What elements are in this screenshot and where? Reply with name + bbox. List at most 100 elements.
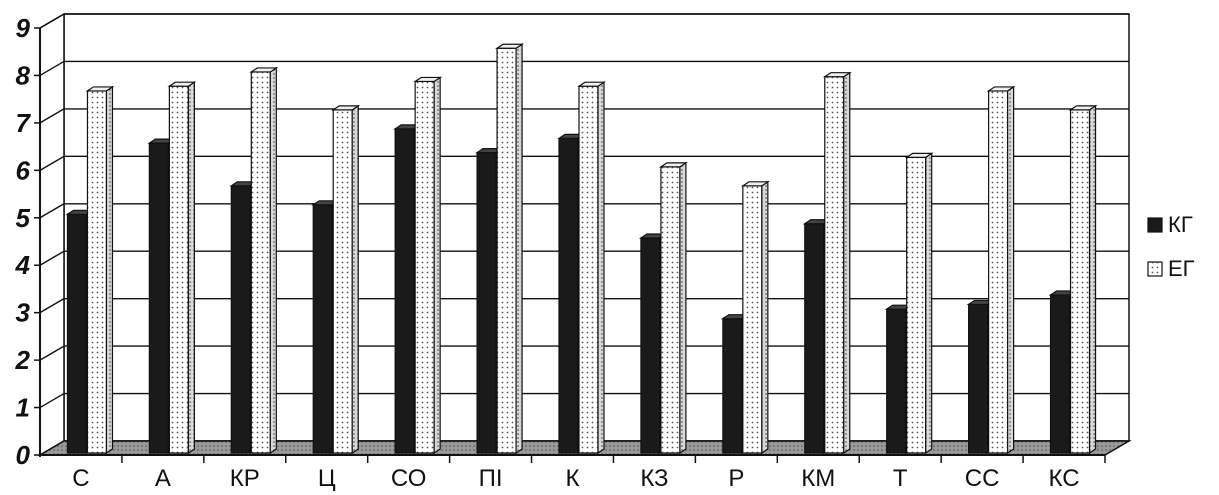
bar-side (187, 81, 195, 455)
bar-front (250, 71, 271, 454)
x-tick-label: С (72, 465, 89, 492)
bar-side (351, 104, 359, 455)
bar-front (988, 90, 1009, 454)
bar-side (1007, 85, 1015, 455)
bar-front (476, 152, 497, 454)
bar-top (986, 86, 1016, 92)
y-tick-label: 0 (16, 440, 31, 470)
bar-eg (413, 76, 443, 455)
bar-front (1069, 109, 1091, 454)
x-tick-label: Ц (318, 465, 336, 492)
legend-swatch-eg (1147, 261, 1163, 277)
bar-top (658, 162, 688, 168)
bar-top (740, 181, 770, 187)
gridline-side (39, 250, 65, 266)
y-tick-label: 4 (15, 250, 31, 280)
bar-front (312, 204, 333, 454)
bar-top (577, 81, 606, 87)
legend-label-kg: КГ (1168, 212, 1193, 237)
bar-side (679, 161, 687, 455)
y-axis: 0 1 2 3 4 5 6 7 8 9 (15, 13, 41, 470)
bar-eg (822, 71, 852, 455)
side-wall (39, 12, 65, 457)
bar-top (85, 86, 115, 92)
bar-top (249, 67, 279, 73)
x-tick-label: КС (1049, 465, 1080, 492)
bar-side (761, 180, 769, 455)
bar-eg (249, 66, 279, 455)
bar-top (495, 43, 525, 49)
x-tick-label: СО (391, 465, 426, 492)
bar-front (558, 137, 579, 454)
gridline-side (39, 345, 65, 361)
bar-front (722, 318, 743, 454)
bar-side (925, 152, 933, 455)
bar-front (332, 109, 353, 454)
bar-side (843, 71, 851, 455)
bar-eg (85, 85, 115, 455)
gridline-side (39, 392, 65, 409)
legend-label-eg: ЕГ (1168, 256, 1195, 281)
bar-eg (986, 85, 1016, 455)
bar-side (515, 43, 523, 455)
bars (65, 43, 1098, 455)
bar-front (168, 85, 189, 454)
x-tick-label: А (155, 465, 171, 492)
y-tick-label: 5 (16, 203, 31, 233)
y-tick-label: 8 (16, 60, 31, 90)
bar-front (660, 166, 681, 454)
x-tick-label: СС (965, 465, 1000, 492)
bar-front (578, 85, 599, 454)
bar-front (86, 90, 108, 454)
y-tick-label: 6 (16, 155, 31, 185)
gridline-side (39, 60, 65, 77)
bar-front (496, 47, 517, 454)
bar-front (1049, 294, 1071, 454)
bar-top (822, 72, 852, 78)
bar-top (413, 76, 443, 83)
bar-front (640, 237, 661, 454)
bar-eg (167, 81, 197, 455)
y-tick-label: 1 (16, 393, 30, 423)
bar-side (269, 66, 277, 455)
bar-front (968, 303, 989, 454)
bar-eg (495, 43, 525, 455)
gridline-side (39, 13, 65, 29)
legend: КГ ЕГ (1142, 204, 1219, 296)
bar-front (148, 142, 169, 454)
bar-top (904, 152, 934, 158)
x-tick-label: КЗ (640, 465, 668, 492)
bar-eg (331, 104, 361, 455)
legend-swatch-kg (1147, 217, 1163, 233)
bar-front (804, 223, 825, 454)
bar-side (597, 81, 605, 455)
bar-eg (658, 161, 688, 455)
bar-side (433, 76, 441, 455)
x-tick-label: КМ (801, 465, 835, 492)
bar-side (105, 85, 114, 455)
bar-top (167, 81, 197, 87)
bar-front (66, 213, 88, 454)
bar-eg (577, 81, 606, 455)
x-tick-label: ПІ (479, 465, 503, 492)
x-axis: С А КР Ц СО ПІ К КЗ Р КМ Т СС КС (40, 454, 1106, 492)
bar-eg (1068, 104, 1098, 455)
bar-side (1088, 104, 1097, 455)
bar-front (742, 185, 763, 454)
y-tick-label: 7 (16, 108, 32, 138)
bar-eg (740, 180, 770, 455)
bar-top (331, 105, 361, 111)
x-tick-label: К (566, 465, 580, 492)
bar-front (824, 76, 845, 454)
bar-front (230, 185, 251, 454)
bar-eg (904, 152, 934, 455)
x-tick-label: КР (230, 465, 260, 492)
y-tick-label: 3 (16, 298, 31, 328)
bar-front (886, 308, 907, 454)
y-tick-label: 2 (15, 345, 31, 375)
bar-front (394, 128, 415, 454)
bar-front (414, 80, 435, 454)
bar-front (906, 156, 927, 454)
gridline-side (39, 298, 65, 314)
